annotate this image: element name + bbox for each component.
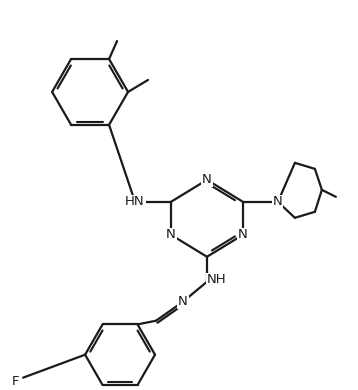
Text: N: N <box>238 228 248 241</box>
Text: F: F <box>11 375 19 388</box>
Text: HN: HN <box>125 195 145 208</box>
Text: N: N <box>273 195 283 208</box>
Text: NH: NH <box>207 273 227 286</box>
Text: N: N <box>202 173 212 186</box>
Text: N: N <box>178 295 188 308</box>
Text: N: N <box>166 228 176 241</box>
